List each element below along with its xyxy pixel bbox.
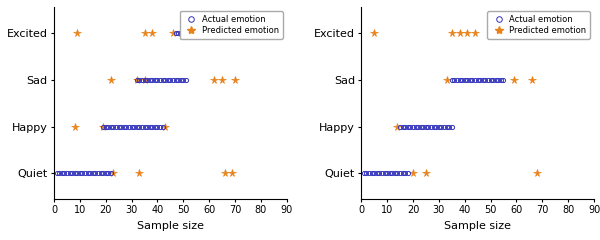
X-axis label: Sample size: Sample size: [137, 221, 204, 231]
X-axis label: Sample size: Sample size: [444, 221, 511, 231]
Legend: Actual emotion, Predicted emotion: Actual emotion, Predicted emotion: [179, 11, 283, 39]
Legend: Actual emotion, Predicted emotion: Actual emotion, Predicted emotion: [487, 11, 590, 39]
